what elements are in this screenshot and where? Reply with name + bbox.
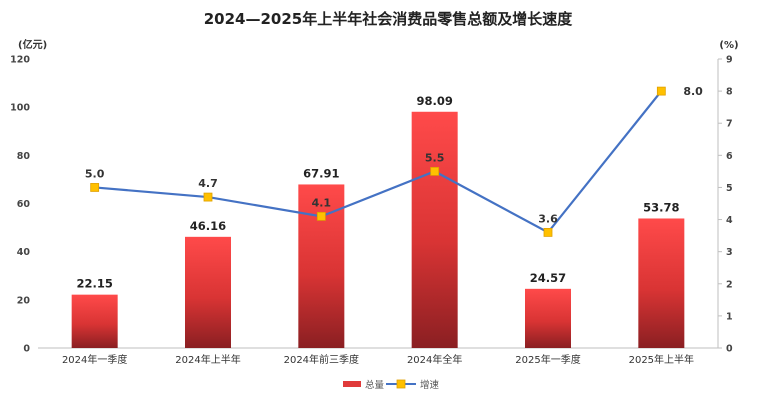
category-label: 2024年前三季度 bbox=[284, 353, 359, 366]
bar-value-label: 46.16 bbox=[190, 219, 226, 233]
chart-title: 2024—2025年上半年社会消费品零售总额及增长速度 bbox=[204, 10, 573, 28]
bar-value-label: 53.78 bbox=[643, 200, 679, 214]
legend-bar-swatch bbox=[343, 381, 361, 387]
line-value-label: 5.0 bbox=[85, 167, 105, 180]
bar bbox=[525, 288, 571, 348]
line-value-label: 5.5 bbox=[425, 151, 445, 164]
right-tick-label: 2 bbox=[726, 279, 733, 290]
bar-value-label: 67.91 bbox=[303, 166, 339, 180]
legend: 总量 增速 bbox=[343, 379, 440, 391]
left-tick-label: 100 bbox=[10, 103, 30, 114]
bar-value-label: 24.57 bbox=[530, 271, 566, 285]
category-label: 2025年上半年 bbox=[629, 353, 694, 366]
left-axis-unit: (亿元) bbox=[18, 38, 47, 51]
right-tick-label: 6 bbox=[726, 151, 733, 162]
right-axis-unit: (%) bbox=[719, 40, 738, 51]
right-tick-label: 7 bbox=[726, 119, 733, 130]
right-tick-label: 8 bbox=[726, 87, 733, 98]
bar-value-label: 22.15 bbox=[76, 277, 112, 291]
line-value-label: 8.0 bbox=[683, 85, 703, 98]
line-marker bbox=[543, 227, 553, 237]
line-value-label: 4.1 bbox=[312, 196, 332, 209]
right-tick-label: 0 bbox=[726, 344, 733, 355]
bar bbox=[411, 111, 458, 348]
line-value-label: 3.6 bbox=[538, 212, 558, 225]
left-tick-label: 20 bbox=[17, 295, 31, 306]
legend-line-marker bbox=[396, 379, 406, 389]
bar bbox=[71, 294, 118, 348]
bar bbox=[185, 236, 231, 348]
bar-series: 22.15 46.16 67.91 98.09 24.57 53.78 bbox=[71, 94, 685, 348]
line-marker bbox=[203, 192, 213, 202]
bar bbox=[638, 218, 685, 348]
line-marker bbox=[316, 211, 326, 221]
line-series: 5.0 4.7 4.1 5.5 3.6 8.0 bbox=[85, 85, 703, 237]
right-tick-label: 9 bbox=[726, 55, 733, 66]
right-tick-label: 5 bbox=[726, 183, 733, 194]
left-axis-ticks: 0 20 40 60 80 100 120 bbox=[10, 55, 30, 355]
growth-line bbox=[94, 90, 663, 234]
right-axis-ticks: 0 1 2 3 4 5 6 7 8 9 bbox=[718, 55, 733, 355]
line-value-label: 4.7 bbox=[198, 177, 218, 190]
left-tick-label: 60 bbox=[17, 199, 31, 210]
line-marker bbox=[430, 166, 440, 176]
legend-bar-label: 总量 bbox=[365, 379, 385, 391]
line-marker bbox=[656, 86, 666, 96]
legend-line-label: 增速 bbox=[420, 379, 440, 391]
left-tick-label: 0 bbox=[23, 344, 30, 355]
category-label: 2025年一季度 bbox=[515, 353, 580, 366]
right-tick-label: 4 bbox=[726, 215, 733, 226]
bar bbox=[298, 184, 345, 348]
bar-value-label: 98.09 bbox=[416, 94, 452, 108]
category-labels: 2024年一季度 2024年上半年 2024年前三季度 2024年全年 2025年一季度… bbox=[62, 353, 694, 366]
left-tick-label: 80 bbox=[17, 151, 31, 162]
right-tick-label: 1 bbox=[726, 311, 733, 322]
right-tick-label: 3 bbox=[726, 247, 733, 258]
left-tick-label: 120 bbox=[10, 55, 30, 66]
line-marker bbox=[90, 183, 100, 192]
category-label: 2024年上半年 bbox=[175, 353, 240, 366]
category-label: 2024年全年 bbox=[407, 353, 462, 366]
category-label: 2024年一季度 bbox=[62, 353, 127, 366]
left-tick-label: 40 bbox=[17, 247, 31, 258]
